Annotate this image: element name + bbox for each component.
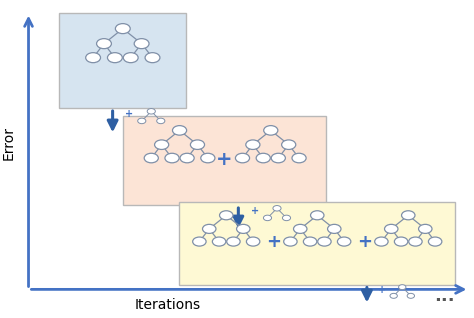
Circle shape: [97, 38, 111, 49]
Circle shape: [123, 53, 138, 63]
Circle shape: [145, 53, 160, 63]
Circle shape: [138, 118, 146, 124]
FancyBboxPatch shape: [59, 13, 186, 108]
Circle shape: [328, 225, 341, 233]
Circle shape: [236, 153, 250, 163]
Circle shape: [191, 140, 205, 149]
Text: Error: Error: [1, 126, 15, 160]
Circle shape: [264, 126, 278, 135]
Text: +: +: [356, 233, 372, 251]
Circle shape: [337, 237, 351, 246]
Circle shape: [108, 53, 122, 63]
Circle shape: [303, 237, 317, 246]
Circle shape: [115, 24, 130, 34]
Circle shape: [264, 215, 272, 221]
Circle shape: [310, 211, 324, 220]
Text: +: +: [216, 149, 232, 169]
Circle shape: [86, 53, 100, 63]
Text: ...: ...: [434, 287, 455, 305]
Circle shape: [192, 237, 206, 246]
Circle shape: [134, 38, 149, 49]
Circle shape: [165, 153, 179, 163]
Circle shape: [282, 140, 296, 149]
Circle shape: [419, 225, 432, 233]
Circle shape: [227, 237, 240, 246]
Circle shape: [155, 140, 169, 149]
Circle shape: [292, 153, 306, 163]
Circle shape: [399, 285, 406, 290]
Circle shape: [180, 153, 194, 163]
Circle shape: [374, 237, 388, 246]
Circle shape: [201, 153, 215, 163]
Text: +: +: [265, 233, 281, 251]
FancyBboxPatch shape: [179, 202, 455, 285]
Circle shape: [293, 225, 307, 233]
Text: +: +: [125, 109, 133, 120]
Circle shape: [144, 153, 158, 163]
Circle shape: [157, 118, 165, 124]
Text: +: +: [251, 206, 259, 217]
Circle shape: [318, 237, 331, 246]
Circle shape: [147, 108, 155, 114]
Circle shape: [407, 293, 414, 298]
Circle shape: [273, 205, 281, 211]
Circle shape: [409, 237, 422, 246]
Circle shape: [219, 211, 233, 220]
Circle shape: [256, 153, 270, 163]
Circle shape: [246, 140, 260, 149]
Circle shape: [202, 225, 216, 233]
Circle shape: [212, 237, 226, 246]
Text: Iterations: Iterations: [135, 298, 201, 312]
Circle shape: [394, 237, 408, 246]
Circle shape: [384, 225, 398, 233]
Circle shape: [401, 211, 415, 220]
Circle shape: [390, 293, 397, 298]
Circle shape: [283, 215, 291, 221]
FancyBboxPatch shape: [123, 116, 326, 205]
Circle shape: [283, 237, 297, 246]
Circle shape: [237, 225, 250, 233]
Circle shape: [271, 153, 285, 163]
Circle shape: [428, 237, 442, 246]
Circle shape: [173, 126, 187, 135]
Text: +: +: [378, 285, 386, 295]
Circle shape: [246, 237, 260, 246]
